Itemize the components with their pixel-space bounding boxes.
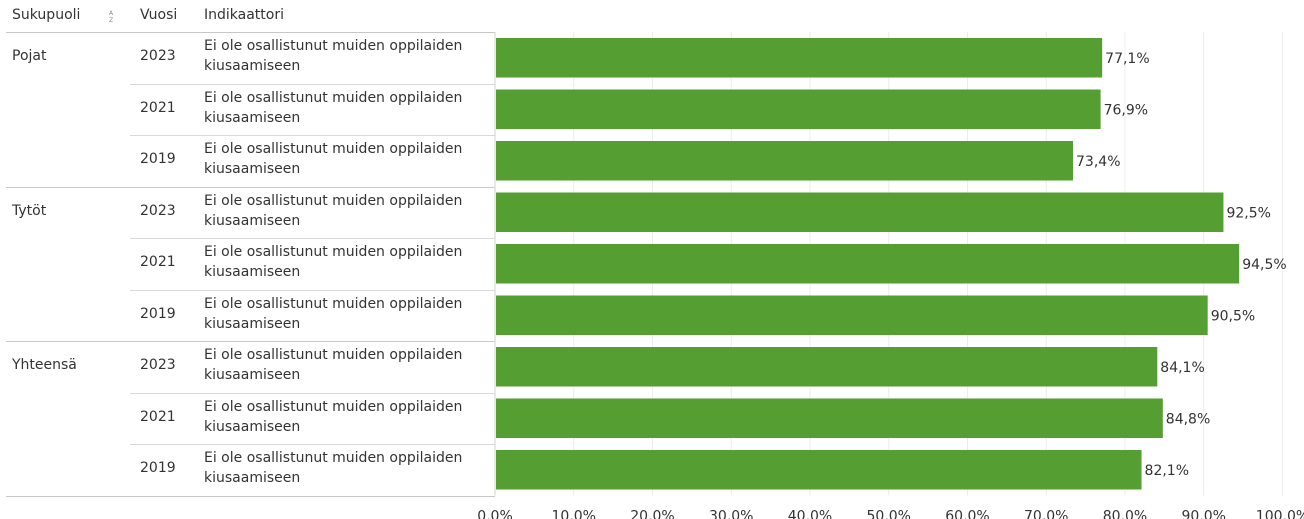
bar[interactable] bbox=[496, 192, 1224, 233]
x-tick-label: 40,0% bbox=[788, 509, 832, 519]
header-gender[interactable]: Sukupuoli bbox=[12, 7, 81, 23]
group-label: Tytöt bbox=[12, 203, 47, 219]
x-tick-label: 100,0% bbox=[1256, 509, 1304, 519]
x-tick-label: 60,0% bbox=[945, 509, 989, 519]
data-label: 90,5% bbox=[1211, 308, 1255, 324]
row-separator bbox=[130, 290, 495, 291]
group-separator bbox=[6, 32, 495, 33]
x-tick-label: 70,0% bbox=[1024, 509, 1068, 519]
indicator-label: Ei ole osallistunut muiden oppilaiden ki… bbox=[204, 90, 463, 126]
data-label: 94,5% bbox=[1242, 257, 1286, 273]
year-label: 2019 bbox=[140, 306, 176, 322]
row-separator bbox=[130, 84, 495, 85]
bar[interactable] bbox=[496, 38, 1103, 78]
group-label: Yhteensä bbox=[12, 357, 77, 373]
group-label: Pojat bbox=[12, 48, 47, 64]
data-label: 92,5% bbox=[1226, 205, 1270, 221]
data-label: 77,1% bbox=[1105, 51, 1149, 67]
data-label: 84,1% bbox=[1160, 360, 1204, 376]
header-year[interactable]: Vuosi bbox=[140, 7, 178, 23]
indicator-label: Ei ole osallistunut muiden oppilaiden ki… bbox=[204, 141, 463, 177]
group-separator bbox=[6, 187, 495, 188]
indicator-label: Ei ole osallistunut muiden oppilaiden ki… bbox=[204, 244, 463, 280]
data-label: 82,1% bbox=[1145, 463, 1189, 479]
bar[interactable] bbox=[496, 141, 1074, 181]
group-separator bbox=[6, 341, 495, 342]
indicator-label: Ei ole osallistunut muiden oppilaiden ki… bbox=[204, 296, 463, 332]
bar[interactable] bbox=[496, 450, 1142, 490]
year-label: 2023 bbox=[140, 203, 176, 219]
row-separator bbox=[130, 444, 495, 445]
row-separator bbox=[130, 238, 495, 239]
data-label: 73,4% bbox=[1076, 154, 1120, 170]
year-label: 2023 bbox=[140, 48, 176, 64]
x-tick-label: 80,0% bbox=[1103, 509, 1147, 519]
year-label: 2021 bbox=[140, 254, 176, 270]
x-tick-label: 20,0% bbox=[630, 509, 674, 519]
indicator-label: Ei ole osallistunut muiden oppilaiden ki… bbox=[204, 38, 463, 74]
data-label: 76,9% bbox=[1104, 102, 1148, 118]
year-label: 2023 bbox=[140, 357, 176, 373]
table-bottom-line bbox=[6, 496, 495, 497]
x-tick-label: 10,0% bbox=[552, 509, 596, 519]
indicator-label: Ei ole osallistunut muiden oppilaiden ki… bbox=[204, 399, 463, 435]
data-label: 84,8% bbox=[1166, 411, 1210, 427]
indicator-label: Ei ole osallistunut muiden oppilaiden ki… bbox=[204, 450, 463, 486]
bar[interactable] bbox=[496, 89, 1101, 130]
x-tick-label: 30,0% bbox=[709, 509, 753, 519]
year-label: 2021 bbox=[140, 409, 176, 425]
x-tick-label: 90,0% bbox=[1182, 509, 1226, 519]
bar[interactable] bbox=[496, 295, 1208, 336]
year-label: 2019 bbox=[140, 151, 176, 167]
x-tick-label: 0,0% bbox=[477, 509, 513, 519]
row-separator bbox=[130, 393, 495, 394]
indicator-label: Ei ole osallistunut muiden oppilaiden ki… bbox=[204, 347, 463, 383]
year-label: 2021 bbox=[140, 100, 176, 116]
header-indicator[interactable]: Indikaattori bbox=[204, 7, 284, 23]
row-separator bbox=[130, 135, 495, 136]
bar[interactable] bbox=[496, 244, 1240, 284]
year-label: 2019 bbox=[140, 460, 176, 476]
bar[interactable] bbox=[496, 347, 1158, 387]
indicator-label: Ei ole osallistunut muiden oppilaiden ki… bbox=[204, 193, 463, 229]
x-tick-label: 50,0% bbox=[867, 509, 911, 519]
bar[interactable] bbox=[496, 398, 1163, 439]
